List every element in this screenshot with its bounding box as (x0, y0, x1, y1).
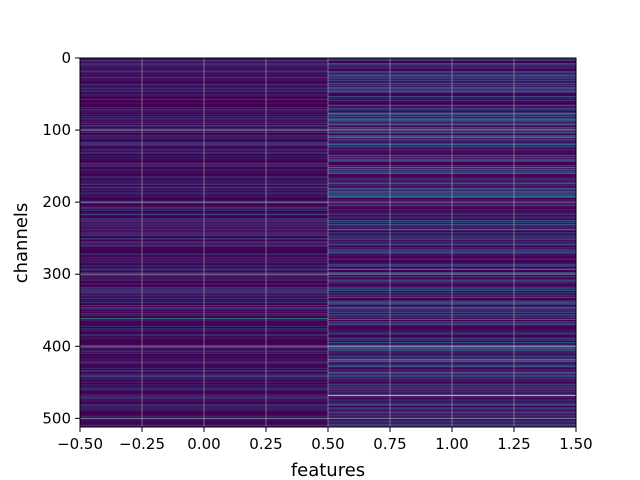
x-tick-label: −0.50 (57, 435, 103, 453)
y-tick-label: 200 (42, 193, 71, 211)
plot-area (80, 58, 576, 427)
x-tick-label: 1.00 (435, 435, 468, 453)
y-axis: 0 100 200 300 400 500 (42, 49, 80, 427)
y-tick-label: 100 (42, 121, 71, 139)
x-tick-label: 0.75 (373, 435, 406, 453)
y-axis-label: channels (11, 203, 32, 284)
x-tick-label: −0.25 (119, 435, 165, 453)
grid-lines (80, 58, 576, 427)
x-tick-label: 0.25 (249, 435, 282, 453)
x-axis-label: features (291, 460, 365, 480)
y-tick-label: 300 (42, 265, 71, 283)
y-tick-label: 400 (42, 337, 71, 355)
x-axis: −0.50 −0.25 0.00 0.25 0.50 0.75 1.00 1.25 1.50 (57, 427, 593, 453)
x-tick-label: 0.00 (187, 435, 220, 453)
y-tick-label: 0 (61, 49, 71, 67)
x-tick-label: 0.50 (311, 435, 344, 453)
y-tick-label: 500 (42, 409, 71, 427)
x-tick-label: 1.50 (559, 435, 592, 453)
x-tick-label: 1.25 (497, 435, 530, 453)
